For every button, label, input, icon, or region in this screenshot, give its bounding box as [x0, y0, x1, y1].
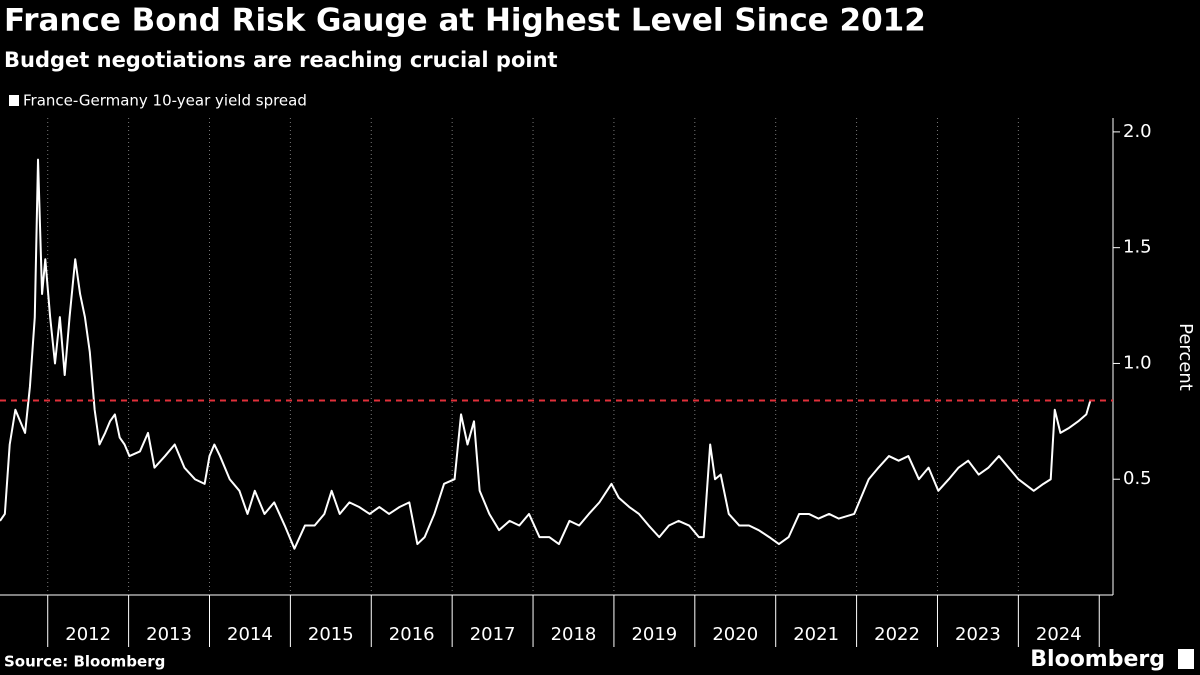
x-tick-label: 2021	[793, 624, 839, 645]
x-tick-label: 2022	[874, 624, 920, 645]
x-tick-label: 2015	[308, 624, 354, 645]
y-tick-label: 1.0	[1123, 352, 1152, 373]
x-tick-label: 2023	[955, 624, 1001, 645]
x-tick-label: 2017	[470, 624, 516, 645]
brand: Bloomberg	[1030, 647, 1165, 672]
x-tick-label: 2018	[551, 624, 597, 645]
y-tick-label: 2.0	[1123, 121, 1152, 142]
x-tick-label: 2019	[631, 624, 677, 645]
chart-subtitle: Budget negotiations are reaching crucial…	[4, 48, 558, 72]
brand-icon	[1178, 649, 1194, 669]
legend-label: France-Germany 10-year yield spread	[23, 92, 307, 110]
x-tick-label: 2013	[146, 624, 192, 645]
x-tick-label: 2024	[1036, 624, 1082, 645]
y-axis-label: Percent	[1175, 323, 1196, 391]
x-tick-label: 2012	[65, 624, 111, 645]
legend-swatch	[9, 95, 19, 106]
chart-title: France Bond Risk Gauge at Highest Level …	[4, 3, 926, 39]
series-line	[0, 158, 1092, 550]
x-tick-label: 2014	[227, 624, 273, 645]
source: Source: Bloomberg	[4, 653, 165, 671]
y-tick-label: 0.5	[1123, 468, 1152, 489]
y-tick-label: 1.5	[1123, 237, 1152, 258]
x-tick-label: 2020	[712, 624, 758, 645]
x-tick-label: 2016	[389, 624, 435, 645]
